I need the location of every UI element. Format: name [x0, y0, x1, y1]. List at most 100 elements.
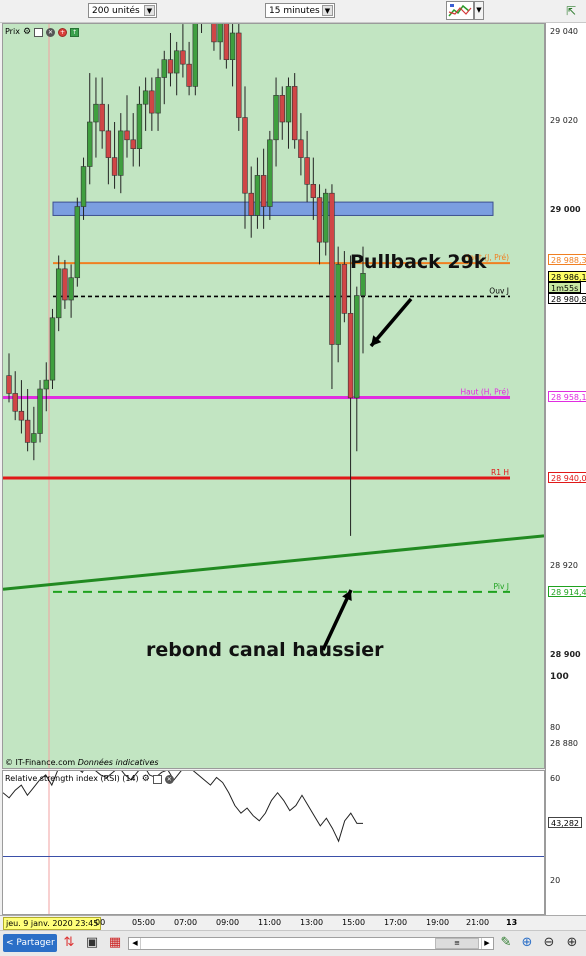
side-panel-icon[interactable]: ⇱ — [566, 4, 577, 18]
candle-body — [80, 166, 87, 207]
maximize-icon[interactable] — [34, 27, 44, 37]
time-tick-label: 17:00 — [384, 918, 408, 927]
scroll-right-icon[interactable]: ▶ — [481, 938, 492, 949]
candle-body — [229, 32, 236, 61]
haut-j-pre-label: Haut (J, Pré) — [464, 253, 509, 262]
candle-body — [155, 77, 161, 114]
candle-body — [335, 264, 341, 345]
ouv-j-label: Ouv J — [489, 286, 509, 295]
chevron-down-icon[interactable]: ▼ — [322, 5, 333, 16]
time-tick-label: 13:00 — [300, 918, 324, 927]
credit-text: © IT-Finance.com — [5, 758, 76, 767]
candle-body — [37, 388, 43, 434]
candle-body — [136, 103, 143, 149]
haut-h-pre-price-tag: 28 958,1 — [548, 391, 586, 403]
candle-body — [18, 410, 25, 421]
time-tick-label: 13 — [506, 918, 518, 927]
chart-type-dropdown-icon[interactable]: ▼ — [474, 1, 484, 20]
candle-body — [254, 175, 261, 216]
rsi-tick-label: 20 — [550, 876, 561, 885]
wrench-icon[interactable]: ⚙ — [141, 774, 150, 784]
candle-body — [124, 130, 130, 141]
rebound-arrow — [321, 589, 353, 651]
rsi-pane-header: Relative strength index (RSI) (14) ⚙ ✕ — [5, 773, 174, 785]
move-up-icon[interactable]: ↑ — [70, 27, 80, 37]
top-toolbar: 200 unités ▼ 15 minutes ▼ ▼ ⇱ — [0, 0, 586, 23]
wrench-icon[interactable]: ⚙ — [22, 27, 32, 37]
time-cursor-label: jeu. 9 janv. 2020 23:45 — [3, 917, 102, 930]
candle-body — [24, 419, 31, 443]
r1h-label: R1 H — [491, 468, 509, 477]
candle-body — [291, 86, 298, 141]
candle-body — [316, 197, 323, 243]
grid-icon[interactable]: ▦ — [108, 935, 122, 950]
interval-select[interactable]: 15 minutes ▼ — [265, 3, 335, 18]
time-tick-label: 19:00 — [426, 918, 450, 927]
compare-icon[interactable]: ⇅ — [63, 935, 75, 950]
drawing-tools-icon[interactable]: ✎ — [500, 935, 512, 950]
candle-body — [323, 192, 329, 243]
bottom-toolbar: < Partager ⇅ ▣ ▦ ◀ ≡ ▶ ✎ ⊕ ⊖ ⊕ — [0, 930, 586, 956]
candle-body — [360, 273, 366, 296]
candle-body — [236, 32, 242, 118]
chevron-down-icon[interactable]: ▼ — [144, 5, 155, 16]
close-icon[interactable]: ✕ — [164, 774, 174, 784]
candle-body — [211, 24, 217, 43]
price-tick-label: 28 920 — [550, 561, 578, 570]
candle-body — [273, 95, 279, 141]
rsi-chart-svg — [3, 771, 544, 914]
candle-body — [267, 139, 273, 207]
credit-note: Données indicatives — [77, 758, 159, 767]
candle-body — [180, 50, 186, 65]
candle-body — [111, 157, 118, 176]
add-indicator-icon[interactable]: + — [58, 27, 68, 37]
candle-body — [298, 139, 304, 158]
zoom-area-icon[interactable]: ⊕ — [521, 935, 533, 950]
time-tick-label: 15:00 — [342, 918, 366, 927]
chart-type-button[interactable] — [446, 1, 474, 20]
share-label: Partager — [16, 938, 55, 948]
candle-body — [87, 121, 93, 167]
time-scrollbar[interactable]: ◀ ≡ ▶ — [128, 937, 494, 950]
scrollbar-thumb[interactable]: ≡ — [435, 938, 479, 949]
save-icon[interactable]: ▣ — [85, 935, 99, 950]
candle-body — [329, 192, 335, 345]
piv-j-label: Piv J — [494, 582, 509, 591]
candle-body — [118, 130, 124, 176]
candle-body — [31, 433, 37, 443]
haut-j-pre-price-tag: 28 988,3 — [548, 254, 586, 266]
interval-select-value: 15 minutes — [269, 6, 320, 16]
close-icon[interactable]: ✕ — [46, 27, 56, 37]
time-tick-label: 11:00 — [258, 918, 282, 927]
candle-body — [161, 59, 167, 78]
candle-body — [347, 313, 354, 399]
candle-body — [99, 103, 105, 132]
candle-body — [341, 264, 348, 314]
units-select[interactable]: 200 unités ▼ — [88, 3, 157, 18]
rebound-arrow-shaft — [321, 589, 353, 651]
haut-h-pre-label: Haut (H, Pré) — [461, 387, 510, 396]
candle-body — [304, 157, 310, 185]
time-tick-label: 00 — [95, 918, 106, 927]
pullback-arrow — [369, 297, 413, 348]
price-tick-label: 29 000 — [550, 205, 581, 214]
share-button[interactable]: < Partager — [3, 934, 57, 952]
pullback-arrow-head — [371, 335, 382, 346]
ouv-j-price-tag: 28 980,8 — [548, 293, 586, 305]
scroll-left-icon[interactable]: ◀ — [130, 938, 141, 949]
maximize-icon[interactable] — [152, 774, 162, 784]
candle-body — [186, 63, 192, 87]
candle-body — [74, 206, 81, 279]
candle-body — [130, 139, 136, 150]
share-icon: < — [6, 938, 14, 948]
candle-body — [260, 175, 267, 207]
zoom-in-icon[interactable]: ⊕ — [566, 935, 578, 950]
candle-body — [223, 24, 230, 61]
zoom-out-icon[interactable]: ⊖ — [543, 935, 555, 950]
rsi-pane[interactable]: Relative strength index (RSI) (14) ⚙ ✕ — [2, 770, 545, 915]
time-tick-label: 21:00 — [466, 918, 490, 927]
credit-line: © IT-Finance.com Données indicatives — [5, 758, 159, 767]
candle-body — [248, 192, 254, 216]
